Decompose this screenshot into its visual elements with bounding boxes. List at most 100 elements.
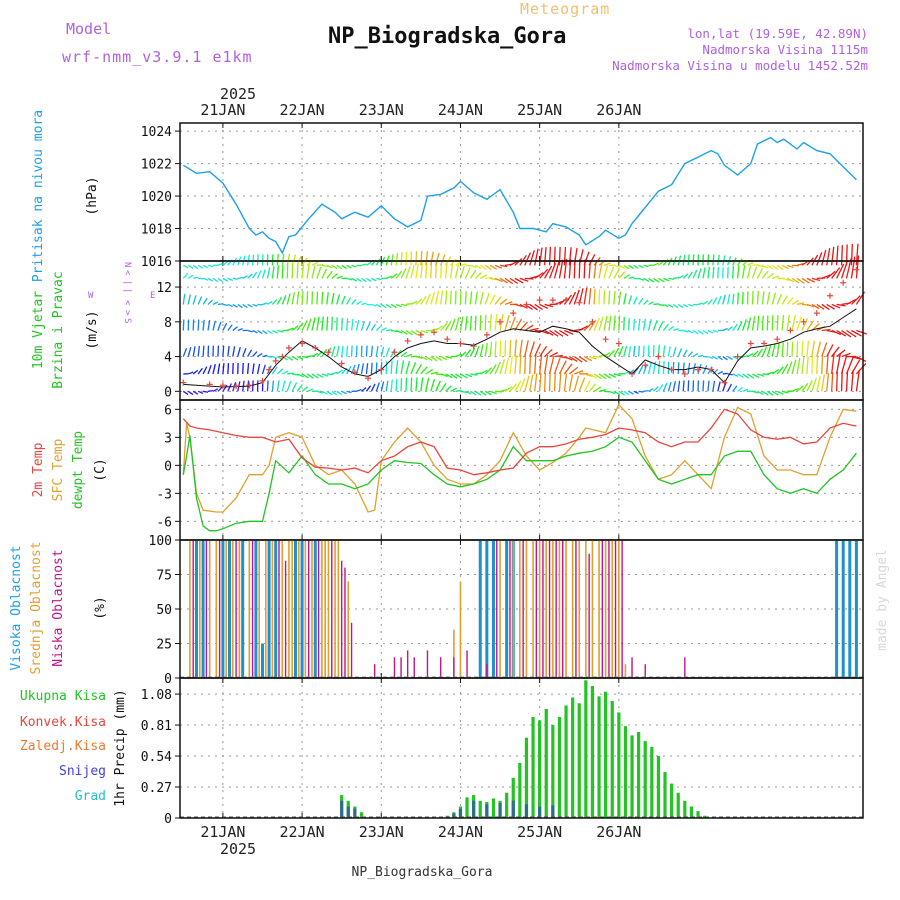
total-precip-bar [643,741,647,818]
wind-arrow [658,277,665,283]
wind-arrow [386,329,393,332]
wind-arrow [840,245,844,266]
wind-arrow [430,356,438,362]
wind-arrow [499,388,508,392]
snow-precip-bar [538,806,542,818]
wind-arrow [405,251,408,266]
wind-arrow [425,356,433,362]
wind-arrow [569,356,578,362]
wind-speed-mark [734,353,741,360]
wind-arrow [806,320,815,331]
wind-arrow [588,383,597,392]
total-precip-bar [630,735,634,818]
low-cloud-bar [555,540,557,678]
y-tick-label: 75 [156,569,172,584]
total-precip-bar [650,746,654,818]
wind-arrow [365,322,371,331]
pressure-ylabel: Pritisak na nivou mora [31,110,46,282]
wind-arrow [227,383,232,392]
mid-cloud-bar [598,540,600,678]
wind-arrow [776,293,783,305]
wind-arrow [544,329,554,336]
wind-arrow [435,290,440,305]
wind-arrow [752,263,759,266]
high-cloud-bar [505,540,509,678]
wind-arrow [207,320,211,331]
low-cloud-bar [192,540,194,678]
y-tick-label: 0 [164,672,172,687]
wind-arrow [202,319,205,331]
wind-arrow [301,320,308,331]
mid-cloud-bar [558,540,561,678]
wind-arrow [786,277,795,283]
wind-arrow [573,289,580,305]
wind-arrow [811,254,819,266]
wind-arrow [707,266,711,279]
wind-arrow [821,249,827,266]
wind-arrow [578,377,586,392]
wind-arrow [504,340,507,357]
wind-arrow [489,294,496,305]
bottom-day-label: 21JAN [200,823,245,841]
wind-arrow [425,377,430,392]
wind-arrow [366,261,372,266]
wind-arrow [543,372,546,392]
wind-arrow [484,390,492,396]
wind-arrow [732,373,739,377]
wind-arrow [776,264,784,270]
wind-arrow [227,362,230,374]
wind-arrow [667,346,671,357]
wind-arrow [687,254,690,266]
y-tick-label: 25 [156,638,172,653]
wind-arrow [316,291,319,305]
high-cloud-bar [848,540,852,678]
wind-arrow [687,351,694,357]
low-cloud-bar [588,553,590,678]
wind-arrow [460,351,467,358]
wind-arrow [687,329,694,334]
wind-arrow [643,264,649,268]
wind-arrow [761,346,768,357]
wind-arrow [484,367,493,375]
wind-arrow [444,290,448,305]
wind-speed-mark [840,279,847,286]
lonlat-text: lon,lat (19.59E, 42.89N) [687,26,868,41]
wind-arrow [430,378,436,392]
wind-arrow [662,323,669,331]
wind-arrow [524,354,527,374]
wind-arrow [668,277,674,280]
wind-arrow [336,294,341,305]
wind-arrow [425,368,434,375]
wind-arrow [395,329,403,334]
total-precip-bar [683,800,687,818]
y-tick-label: 0.54 [141,750,172,765]
wind-arrow [836,349,846,358]
mid-cloud-bar [189,540,191,678]
low-cloud-bar [350,622,353,678]
cloud-ylabel-high: Visoka Oblacnost [9,545,24,670]
wind-arrow [326,264,333,269]
wind-arrow [212,301,219,306]
wind-arrow [672,346,677,357]
wind-arrow [192,295,197,305]
wind-arrow [633,367,639,375]
wind-arrow [821,354,824,374]
wind-arrow [267,329,273,335]
wind-arrow [489,264,497,270]
y-tick-label: 1.08 [141,688,172,703]
wind-arrow [534,272,544,279]
wind-arrow [301,355,309,359]
wind-arrow [554,329,564,337]
bottom-day-label: 24JAN [438,823,483,841]
wind-arrow [816,341,822,357]
wind-arrow [544,303,554,308]
wind-arrow [350,345,353,357]
low-cloud-bar [608,540,610,678]
wind-arrow [469,347,476,357]
high-cloud-bar [841,540,845,678]
wind-arrow [707,380,710,392]
wind-arrow [182,319,185,331]
wind-arrow [375,346,379,357]
wind-arrow [593,386,602,392]
low-cloud-bar [614,540,617,678]
